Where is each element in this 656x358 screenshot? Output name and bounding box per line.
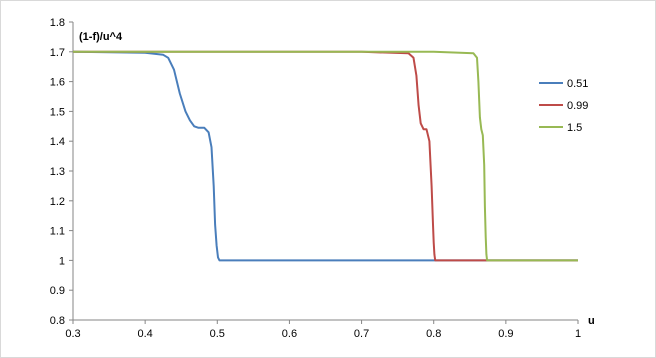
- legend: 0.51 0.99 1.5: [539, 78, 588, 134]
- y-tick-label: 1: [59, 255, 65, 267]
- tick-labels: 0.8 0.9 1 1.1 1.2 1.3 1.4 1.5 1.6 1.7 1.8 0.3 0.4 0.5…: [50, 17, 581, 340]
- legend-label: 0.99: [567, 100, 588, 112]
- y-tick-label: 1.2: [50, 196, 65, 208]
- y-axis-title: (1-f)/u^4: [79, 31, 123, 43]
- series-line-0-99: [73, 50, 578, 262]
- y-tick-label: 1.4: [50, 136, 65, 148]
- x-tick-label: 0.5: [210, 328, 225, 340]
- x-tick-label: 0.8: [426, 328, 441, 340]
- x-tick-label: 0.7: [354, 328, 369, 340]
- series-line-1-5: [73, 50, 578, 262]
- x-tick-label: 0.6: [282, 328, 297, 340]
- y-tick-label: 0.8: [50, 315, 65, 327]
- y-tick-label: 0.9: [50, 285, 65, 297]
- y-tick-label: 1.6: [50, 77, 65, 89]
- x-axis-title: u: [588, 315, 595, 327]
- x-tick-label: 0.9: [498, 328, 513, 340]
- plot-area: [72, 50, 578, 262]
- y-tick-label: 1.3: [50, 166, 65, 178]
- y-tick-label: 1.7: [50, 47, 65, 59]
- x-tick-label: 0.3: [65, 328, 80, 340]
- legend-label: 0.51: [567, 78, 588, 90]
- y-tick-label: 1.8: [50, 17, 65, 29]
- y-tick-label: 1.1: [50, 226, 65, 238]
- x-tick-label: 0.4: [137, 328, 152, 340]
- series-line-0-51: [72, 50, 578, 262]
- axes: [69, 21, 579, 324]
- x-tick-label: 1: [575, 328, 581, 340]
- legend-label: 1.5: [567, 122, 582, 134]
- y-tick-label: 1.5: [50, 106, 65, 118]
